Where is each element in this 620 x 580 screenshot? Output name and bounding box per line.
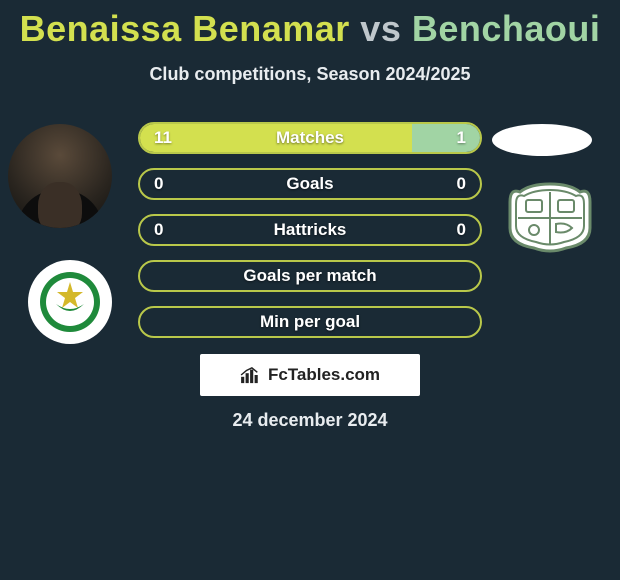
stat-label: Hattricks [140, 220, 480, 240]
stat-bar: Min per goal [138, 306, 482, 338]
player1-name: Benaissa Benamar [20, 8, 350, 49]
player2-name: Benchaoui [412, 8, 601, 49]
stat-label: Matches [140, 128, 480, 148]
stat-bar: Goals per match [138, 260, 482, 292]
stat-value-left: 0 [154, 174, 163, 194]
stats-bars: Matches111Goals00Hattricks00Goals per ma… [138, 122, 482, 338]
chart-icon [240, 366, 262, 384]
subtitle: Club competitions, Season 2024/2025 [0, 64, 620, 85]
branding-badge: FcTables.com [200, 354, 420, 396]
player2-avatar-placeholder [492, 124, 592, 156]
stat-bar: Hattricks0 0 [138, 214, 482, 246]
snapshot-date: 24 december 2024 [0, 410, 620, 431]
stat-value-right: 0 [457, 220, 466, 240]
stat-value-left: 11 [154, 128, 172, 148]
comparison-title: Benaissa Benamar vs Benchaoui [0, 0, 620, 50]
player2-club-logo [500, 178, 600, 256]
stat-value-right: 1 [457, 128, 466, 148]
stat-label: Goals per match [140, 266, 480, 286]
stat-value-right: 0 [457, 174, 466, 194]
stat-label: Goals [140, 174, 480, 194]
stat-bar: Goals0 0 [138, 168, 482, 200]
player1-avatar [8, 124, 112, 228]
stat-label: Min per goal [140, 312, 480, 332]
vs-separator: vs [360, 8, 401, 49]
player1-club-logo [28, 260, 112, 344]
stat-value-left: 0 [154, 220, 163, 240]
stat-bar: Matches111 [138, 122, 482, 154]
branding-text: FcTables.com [268, 365, 380, 385]
